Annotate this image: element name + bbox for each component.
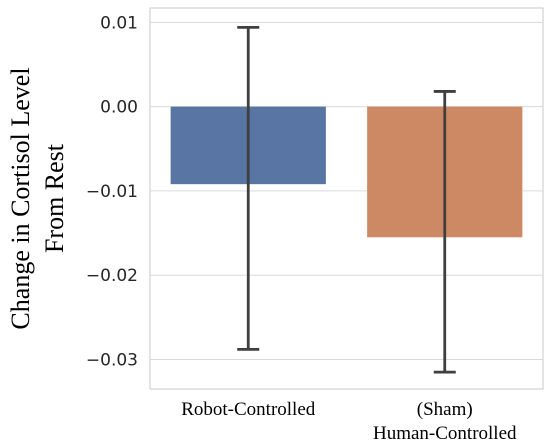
x-tick-label: (Sham)	[417, 399, 473, 420]
x-tick-label: Robot-Controlled	[181, 399, 316, 420]
y-axis-label: Change in Cortisol Level	[6, 67, 35, 329]
y-tick-label: 0.00	[100, 98, 138, 118]
y-tick-label: −0.03	[86, 350, 138, 370]
y-tick-label: 0.01	[100, 13, 138, 33]
y-tick-label: −0.01	[86, 182, 138, 202]
y-tick-label: −0.02	[86, 266, 138, 286]
y-axis-label: From Rest	[40, 143, 69, 253]
x-tick-label: Human-Controlled	[373, 423, 517, 444]
